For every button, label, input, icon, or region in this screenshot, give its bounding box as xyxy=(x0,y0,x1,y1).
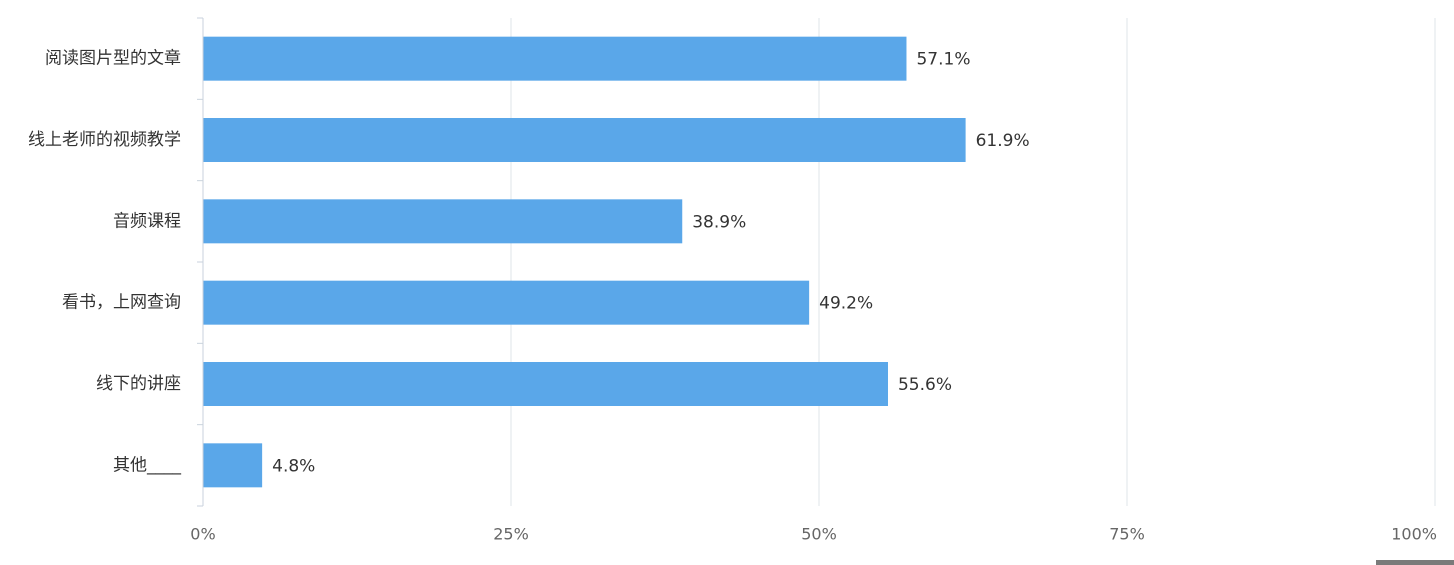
x-tick-label-100: 100% xyxy=(1391,525,1437,544)
data-label-3: 38.9% xyxy=(692,212,746,232)
bar-5 xyxy=(203,362,888,406)
x-tick-label-0: 0% xyxy=(190,525,215,544)
grid-lines xyxy=(510,18,1436,506)
category-label-3: 音频课程 xyxy=(113,211,181,231)
bars xyxy=(203,36,966,488)
category-label-6: 其他____ xyxy=(113,455,181,475)
corner-mark xyxy=(1376,560,1454,565)
data-label-5: 55.6% xyxy=(898,375,952,395)
x-tick-label-25: 25% xyxy=(493,525,529,544)
bar-3 xyxy=(203,199,683,244)
category-label-2: 线上老师的视频教学 xyxy=(28,130,181,150)
x-tick-label-50: 50% xyxy=(801,525,837,544)
category-label-1: 阅读图片型的文章 xyxy=(45,49,181,69)
labels: 阅读图片型的文章 57.1% 线上老师的视频教学 61.9% 音频课程 38.9% 看书，上… xyxy=(28,49,1437,544)
data-label-2: 61.9% xyxy=(976,131,1030,151)
data-label-4: 49.2% xyxy=(819,294,873,314)
x-tick-label-75: 75% xyxy=(1109,525,1145,544)
data-label-6: 4.8% xyxy=(272,456,315,476)
bar-1 xyxy=(203,36,907,81)
category-label-4: 看书，上网查询 xyxy=(62,293,181,313)
bar-2 xyxy=(203,118,966,162)
data-label-1: 57.1% xyxy=(916,50,970,70)
category-label-5: 线下的讲座 xyxy=(96,374,181,394)
axes xyxy=(197,17,204,507)
bar-4 xyxy=(203,280,810,325)
bar-6 xyxy=(203,443,263,488)
